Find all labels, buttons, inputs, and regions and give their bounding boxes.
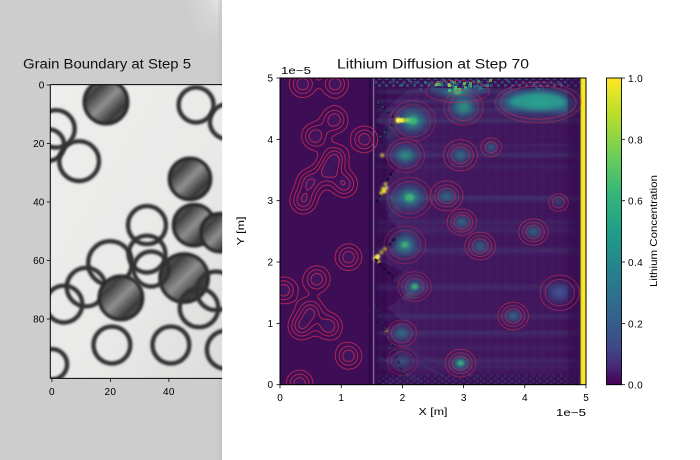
svg-text:4: 4 xyxy=(522,393,528,404)
svg-text:0.8: 0.8 xyxy=(628,135,643,146)
svg-text:Lithium Concentration: Lithium Concentration xyxy=(649,175,660,287)
svg-text:80: 80 xyxy=(33,315,45,326)
svg-text:3: 3 xyxy=(461,393,467,404)
svg-text:1e−5: 1e−5 xyxy=(556,408,587,419)
svg-text:2: 2 xyxy=(267,258,273,269)
svg-text:1: 1 xyxy=(267,319,273,330)
svg-text:5: 5 xyxy=(267,74,273,85)
svg-text:20: 20 xyxy=(33,139,45,150)
svg-text:1e−5: 1e−5 xyxy=(281,66,312,77)
svg-text:40: 40 xyxy=(33,198,45,209)
svg-text:Y [m]: Y [m] xyxy=(236,216,247,245)
svg-text:0.4: 0.4 xyxy=(628,258,643,269)
svg-text:5: 5 xyxy=(583,393,589,404)
svg-text:40: 40 xyxy=(163,387,175,398)
svg-text:0: 0 xyxy=(49,387,55,398)
svg-text:Grain Boundary at Step 5: Grain Boundary at Step 5 xyxy=(23,57,191,72)
svg-text:X [m]: X [m] xyxy=(419,407,448,418)
svg-text:1: 1 xyxy=(338,393,344,404)
svg-text:0.0: 0.0 xyxy=(628,381,643,392)
svg-text:0: 0 xyxy=(277,393,283,404)
svg-text:0.2: 0.2 xyxy=(628,319,643,330)
svg-text:60: 60 xyxy=(33,256,45,267)
svg-text:1.0: 1.0 xyxy=(628,74,643,85)
svg-text:3: 3 xyxy=(267,196,273,207)
svg-text:0.6: 0.6 xyxy=(628,197,643,208)
svg-text:4: 4 xyxy=(267,135,273,146)
svg-text:0: 0 xyxy=(39,81,45,92)
svg-text:2: 2 xyxy=(400,393,406,404)
svg-text:20: 20 xyxy=(105,387,117,398)
svg-text:0: 0 xyxy=(267,380,273,391)
svg-text:Lithium Diffusion at Step 70: Lithium Diffusion at Step 70 xyxy=(337,57,529,72)
